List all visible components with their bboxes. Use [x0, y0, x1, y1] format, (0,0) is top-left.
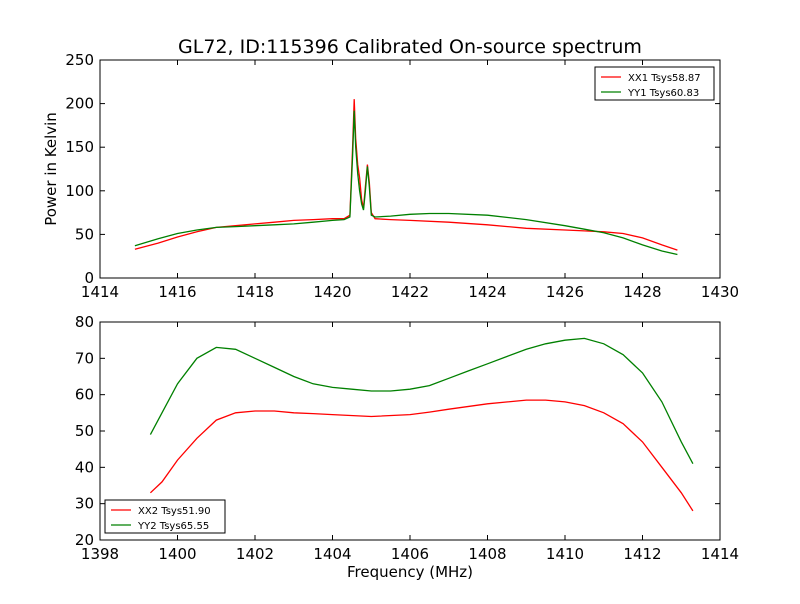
x-tick-label: 1422 — [391, 283, 429, 301]
y-tick-label: 0 — [84, 269, 94, 287]
y-tick-label: 100 — [65, 182, 94, 200]
legend-label: YY2 Tsys65.55 — [137, 521, 209, 532]
y-tick-label: 200 — [65, 95, 94, 113]
legend-label: XX2 Tsys51.90 — [138, 506, 211, 517]
x-tick-label: 1408 — [468, 545, 506, 563]
legend-label: XX1 Tsys58.87 — [628, 73, 701, 84]
x-tick-label: 1412 — [623, 545, 661, 563]
legend-box — [104, 499, 226, 534]
y-tick-label: 40 — [75, 458, 94, 476]
x-tick-label: 1400 — [158, 545, 196, 563]
x-tick-label: 1404 — [313, 545, 351, 563]
bottom-panel: 1398 1400 1402 1404 1406 1408 1410 1412 1414 20 30… — [75, 313, 739, 581]
x-tick-label: 1418 — [236, 283, 274, 301]
x-tick-label: 1430 — [701, 283, 739, 301]
x-tick-label: 1406 — [391, 545, 429, 563]
chart-title: GL72, ID:115396 Calibrated On-source spe… — [178, 36, 642, 58]
y-tick-label: 50 — [75, 422, 94, 440]
x-tick-label: 1414 — [701, 545, 739, 563]
series-line-yy — [134, 110, 678, 256]
bottom-legend: XX2 Tsys51.90 YY2 Tsys65.55 — [104, 499, 226, 534]
legend-label: YY1 Tsys60.83 — [627, 88, 699, 99]
y-tick-label: 80 — [75, 313, 94, 331]
y-tick-label: 60 — [75, 386, 94, 404]
x-axis-label: Frequency (MHz) — [347, 563, 473, 581]
series-line-yy — [149, 337, 694, 465]
top-legend: XX1 Tsys58.87 YY1 Tsys60.83 — [594, 66, 715, 101]
x-tick-label: 1428 — [623, 283, 661, 301]
y-tick-label: 70 — [75, 349, 94, 367]
y-tick-label: 150 — [65, 138, 94, 156]
top-panel: 1414 1416 1418 1420 1422 1424 1426 1428 1430 0 50 1… — [42, 51, 739, 301]
x-tick-label: 1420 — [313, 283, 351, 301]
x-tick-label: 1402 — [236, 545, 274, 563]
x-tick-label: 1398 — [81, 545, 119, 563]
x-tick-label: 1414 — [81, 283, 119, 301]
x-tick-label: 1426 — [546, 283, 584, 301]
y-tick-label: 30 — [75, 495, 94, 513]
y-tick-label: 50 — [75, 225, 94, 243]
x-tick-label: 1424 — [468, 283, 506, 301]
series-line-xx — [134, 99, 678, 251]
x-tick-label: 1410 — [546, 545, 584, 563]
x-tick-label: 1416 — [158, 283, 196, 301]
y-tick-label: 20 — [75, 531, 94, 549]
series-line-xx — [149, 399, 694, 512]
y-tick-label: 250 — [65, 51, 94, 69]
legend-box — [594, 66, 715, 101]
top-y-axis-label: Power in Kelvin — [42, 112, 60, 226]
